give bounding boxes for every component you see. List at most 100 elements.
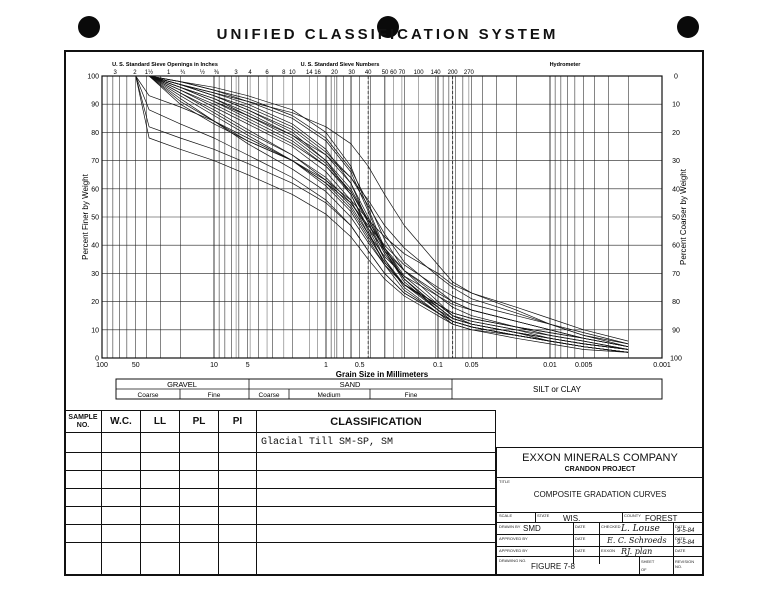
gradation-curve-20 xyxy=(149,75,629,348)
x-axis-title: Grain Size in Millimeters xyxy=(336,370,429,379)
x-tick: 0.01 xyxy=(543,362,557,369)
x-tick: 0.05 xyxy=(465,362,479,369)
county-caption: COUNTY xyxy=(624,513,641,518)
top-tick-sieve: 16 xyxy=(314,70,321,76)
scale-caption: SCALE xyxy=(499,513,513,518)
y-tick-left: 80 xyxy=(91,130,99,137)
top-tick-opening: 1½ xyxy=(145,69,153,76)
x-tick: 1 xyxy=(324,362,328,369)
coarse-gravel-label: Coarse xyxy=(138,392,159,399)
y-tick-right: 0 xyxy=(674,74,678,81)
y-tick-left: 70 xyxy=(91,158,99,165)
top-axis-sieve-numbers-title: U. S. Standard Sieve Numbers xyxy=(301,62,380,68)
top-tick-opening: ⅜ xyxy=(214,70,220,76)
state-caption: STATE xyxy=(537,513,550,518)
approved-date-caption: DATE xyxy=(575,536,586,541)
of-caption: OF xyxy=(641,567,647,572)
binder-hole-right xyxy=(677,16,699,38)
x-tick: 50 xyxy=(132,362,140,369)
exxon-date-caption: DATE xyxy=(675,548,686,553)
binder-hole-center xyxy=(377,16,399,38)
y-tick-right: 100 xyxy=(670,356,682,363)
sheet-caption: SHEET xyxy=(641,559,655,564)
y-tick-right: 70 xyxy=(672,271,680,278)
gradation-curve-5 xyxy=(149,75,629,353)
y-axis-right-title: Percent Coarser by Weight xyxy=(679,168,688,265)
company-name: EXXON MINERALS COMPANY xyxy=(522,452,678,464)
y-tick-right: 60 xyxy=(672,243,680,250)
x-tick: 0.5 xyxy=(355,362,365,369)
top-tick-sieve: 8 xyxy=(282,70,286,76)
gradation-curve-16 xyxy=(135,75,629,353)
top-tick-sieve: 270 xyxy=(464,70,475,76)
y-tick-left: 0 xyxy=(95,356,99,363)
chart-grid xyxy=(102,75,663,359)
y-tick-left: 20 xyxy=(91,299,99,306)
gradation-curve-12 xyxy=(149,75,629,353)
top-tick-opening: 3 xyxy=(114,70,118,76)
y-tick-right: 20 xyxy=(672,130,680,137)
y-tick-left: 30 xyxy=(91,271,99,278)
county-value: FOREST xyxy=(645,514,678,523)
drawn-by-caption: DRAWN BY xyxy=(499,524,521,529)
x-tick: 100 xyxy=(96,362,108,369)
gradation-curve-18 xyxy=(135,75,629,353)
sample-table: SAMPLE NO. W.C. LL PL PI CLASSIFICATION … xyxy=(64,410,496,576)
title-block: EXXON MINERALS COMPANY CRANDON PROJECT T… xyxy=(496,447,704,576)
y-tick-right: 50 xyxy=(672,215,680,222)
top-tick-sieve: 100 xyxy=(414,70,425,76)
gradation-curve-3 xyxy=(149,75,629,353)
drawing-no-caption: DRAWING NO. xyxy=(499,558,527,563)
title-caption: TITLE xyxy=(499,479,510,484)
classification-header: CLASSIFICATION xyxy=(256,410,496,433)
exxon-signature: RJ. plan xyxy=(621,547,653,556)
top-tick-opening: 1 xyxy=(167,70,171,76)
top-tick-sieve: 60 xyxy=(390,70,397,76)
y-axis-left-title: Percent Finer by Weight xyxy=(81,173,90,259)
top-tick-opening: 2 xyxy=(133,70,137,76)
gradation-chart: 0102030405060708090100100908070605040302… xyxy=(81,62,688,400)
top-tick-opening: ¾ xyxy=(180,70,186,76)
state-value: WIS. xyxy=(563,514,581,523)
x-tick: 0.005 xyxy=(575,362,593,369)
top-tick-sieve: 40 xyxy=(365,70,372,76)
top-tick-sieve: 3 xyxy=(234,70,238,76)
sample-no-header: SAMPLE NO. xyxy=(64,410,102,433)
drawn-date-caption: DATE xyxy=(575,524,586,529)
approved-signature: E. C. Schroeds xyxy=(607,536,667,545)
gradation-curve-23 xyxy=(149,75,629,350)
y-tick-right: 40 xyxy=(672,186,680,193)
approved-by-caption: APPROVED BY xyxy=(499,548,528,553)
top-tick-sieve: 140 xyxy=(431,70,442,76)
gradation-curve-21 xyxy=(148,75,629,345)
checked-signature: L. Louse xyxy=(621,524,660,534)
y-tick-left: 100 xyxy=(87,74,99,81)
exxon-caption: EXXON xyxy=(601,548,616,553)
chart-curves xyxy=(135,75,629,353)
revision-caption: REVISION NO. xyxy=(675,559,695,569)
top-tick-sieve: 200 xyxy=(448,70,459,76)
approved-date-value: 9-5-84 xyxy=(677,540,695,546)
y-tick-right: 10 xyxy=(672,102,680,109)
figure-number: FIGURE 7-8 xyxy=(531,562,576,571)
gradation-curve-15 xyxy=(135,75,629,350)
top-tick-sieve: 70 xyxy=(399,70,406,76)
sand-label: SAND xyxy=(340,380,361,389)
ll-header: LL xyxy=(140,410,180,433)
y-tick-left: 10 xyxy=(91,327,99,334)
binder-hole-left xyxy=(78,16,100,38)
gradation-curve-19 xyxy=(148,75,629,342)
fine-sand-label: Fine xyxy=(405,392,418,399)
pl-header: PL xyxy=(179,410,219,433)
project-name: CRANDON PROJECT xyxy=(564,466,636,473)
x-tick: 0.1 xyxy=(433,362,443,369)
wc-header: W.C. xyxy=(101,410,141,433)
gravel-label: GRAVEL xyxy=(167,380,197,389)
chart-labels: 0102030405060708090100100908070605040302… xyxy=(87,69,682,369)
drawn-by-value: SMD xyxy=(523,524,541,533)
pi-header: PI xyxy=(218,410,257,433)
y-tick-left: 90 xyxy=(91,102,99,109)
top-axis-sieve-openings-title: U. S. Standard Sieve Openings in Inches xyxy=(112,62,218,68)
top-tick-sieve: 30 xyxy=(348,70,355,76)
top-tick-opening: ½ xyxy=(200,69,205,76)
